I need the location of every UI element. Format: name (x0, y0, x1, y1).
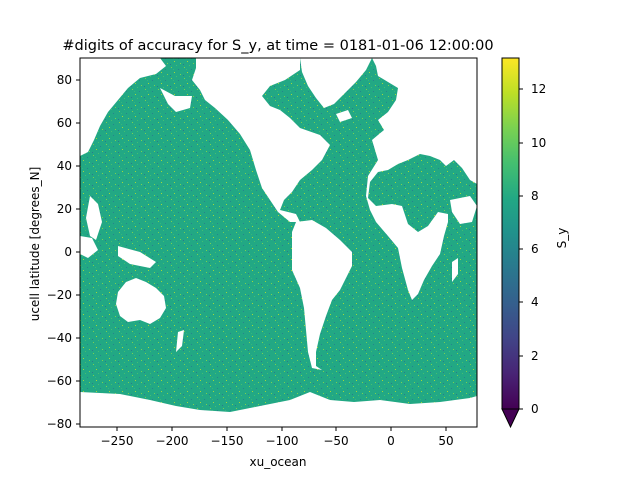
land-north-america (192, 58, 330, 222)
y-tick: 20 (57, 202, 80, 216)
x-tick-label: −150 (211, 434, 244, 448)
colorbar-tick-label: 0 (531, 402, 539, 416)
colorbar: 0 2 4 6 8 10 12 S_y (501, 57, 569, 429)
land-new-zealand (176, 330, 184, 352)
colorbar-label: S_y (555, 228, 569, 249)
colorbar-extend-min (501, 408, 520, 429)
y-axis: 80 60 40 20 0 −20 −40 −60 −80 ucell lati… (28, 73, 80, 431)
land-indonesia (86, 196, 102, 240)
colorbar-tick-label: 12 (531, 82, 546, 96)
y-tick-label: −60 (47, 374, 72, 388)
y-tick: 0 (64, 245, 80, 259)
colorbar-tick: 4 (519, 295, 539, 309)
y-tick: 40 (57, 159, 80, 173)
x-tick-label: −200 (156, 434, 189, 448)
land-antarctica (80, 392, 477, 427)
y-tick-label: −80 (47, 417, 72, 431)
colorbar-tick: 12 (519, 82, 546, 96)
colorbar-gradient (501, 57, 520, 410)
y-tick-label: −20 (47, 288, 72, 302)
y-tick-label: 20 (57, 202, 72, 216)
colorbar-tick: 10 (519, 136, 546, 150)
land-borneo (80, 236, 98, 258)
colorbar-tick-label: 4 (531, 295, 539, 309)
y-tick: 80 (57, 73, 80, 87)
y-tick: 60 (57, 116, 80, 130)
y-tick: −60 (47, 374, 80, 388)
colorbar-tick: 0 (519, 402, 539, 416)
colorbar-tick-label: 2 (531, 349, 539, 363)
land-eurasia (366, 58, 477, 300)
x-tick-label: −50 (323, 434, 348, 448)
y-tick-label: 60 (57, 116, 72, 130)
y-tick-label: −40 (47, 331, 72, 345)
land-arabia (450, 196, 477, 224)
colorbar-tick-label: 6 (531, 242, 539, 256)
y-tick: −80 (47, 417, 80, 431)
land-east-asia (80, 58, 166, 156)
land-south-america (292, 220, 352, 370)
y-tick: −20 (47, 288, 80, 302)
x-tick-label: 0 (387, 434, 395, 448)
map-plot (80, 58, 477, 427)
chart-title: #digits of accuracy for S_y, at time = 0… (62, 38, 493, 54)
land-madagascar (452, 258, 458, 282)
x-tick-label: −100 (266, 434, 299, 448)
x-tick: 50 (438, 427, 454, 448)
y-tick: −40 (47, 331, 80, 345)
plot-frame (79, 57, 478, 428)
x-tick-label: −250 (101, 434, 134, 448)
y-axis-label: ucell latitude [degrees_N] (28, 167, 42, 322)
x-tick: 0 (387, 427, 395, 448)
x-tick: −150 (211, 427, 244, 448)
colorbar-tick: 6 (519, 242, 539, 256)
colorbar-tick-label: 8 (531, 189, 539, 203)
x-axis: −250 −200 −150 −100 −50 0 50 xu_ocean (101, 427, 454, 469)
y-tick-label: 80 (57, 73, 72, 87)
x-tick: −250 (101, 427, 134, 448)
x-tick: −100 (266, 427, 299, 448)
land-alaska (160, 88, 192, 112)
land-iceland (336, 110, 352, 122)
land-mask (80, 58, 477, 427)
colorbar-tick: 2 (519, 349, 539, 363)
land-greenland (300, 58, 372, 108)
x-tick: −50 (323, 427, 349, 448)
colorbar-tick: 8 (519, 189, 539, 203)
y-tick-label: 0 (64, 245, 72, 259)
land-australia (116, 278, 166, 324)
colorbar-tick-label: 10 (531, 136, 546, 150)
x-tick: −200 (156, 427, 189, 448)
y-tick-label: 40 (57, 159, 72, 173)
x-tick-label: 50 (438, 434, 453, 448)
land-new-guinea (118, 246, 156, 268)
x-axis-label: xu_ocean (250, 455, 307, 469)
